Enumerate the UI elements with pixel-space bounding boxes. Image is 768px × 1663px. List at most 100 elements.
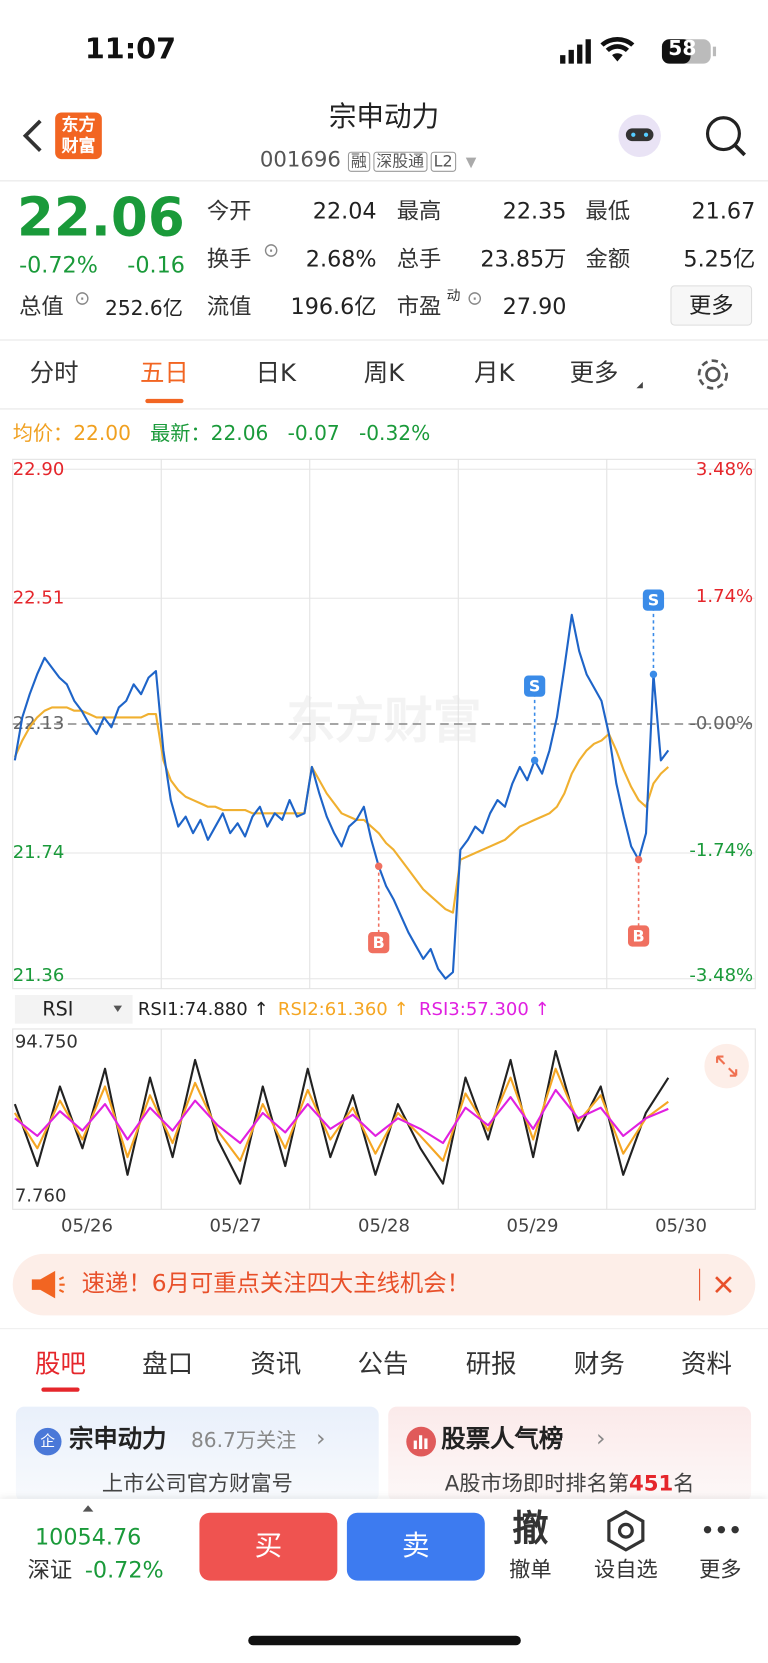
desc-prefix: A股市场即时排名第 <box>444 1470 630 1496</box>
change-pct: -0.72% <box>19 252 98 278</box>
watch-label[interactable]: 设自选 <box>594 1556 658 1582</box>
tag: L2 <box>430 151 456 172</box>
tab-active[interactable]: 五日 <box>140 359 189 388</box>
y-tick-label: 22.13 <box>13 713 65 734</box>
price: 22.06 <box>16 186 185 249</box>
tab[interactable]: 分时 <box>29 359 79 388</box>
card[interactable] <box>15 1406 379 1503</box>
tab[interactable]: 更多 <box>569 359 619 388</box>
signal-badge <box>642 589 665 611</box>
tab[interactable]: 公告 <box>357 1349 409 1380</box>
field-sup: 动 <box>446 288 461 305</box>
signal-label: B <box>373 933 385 952</box>
y2-tick-label: 3.48% <box>696 459 753 480</box>
chart-legend: 均价：22.00 最新：22.06 -0.07 -0.32% <box>13 424 431 444</box>
rsi-frame <box>12 1028 756 1210</box>
latest-price: 22.06 <box>210 422 269 446</box>
watch-icon[interactable] <box>605 1508 647 1553</box>
x-tick-label: 05/29 <box>507 1215 559 1236</box>
tab-active[interactable]: 股吧 <box>35 1349 86 1380</box>
more-button[interactable]: 更多 <box>670 285 753 326</box>
rsi-selector[interactable] <box>14 995 133 1024</box>
megaphone-icon <box>31 1270 65 1299</box>
rsi-line <box>13 1049 670 1185</box>
chevron: › <box>596 1425 606 1453</box>
tab[interactable]: 月K <box>474 359 515 388</box>
x-tick-label: 05/27 <box>210 1215 262 1236</box>
signal-dot <box>374 862 383 870</box>
field-value: 5.25亿 <box>683 246 756 272</box>
field-label: 今开 <box>206 198 252 224</box>
signal-dot <box>649 670 658 679</box>
y2-tick-label: 1.74% <box>696 586 753 607</box>
buy-button[interactable]: 买 <box>199 1512 338 1581</box>
divider <box>0 180 768 182</box>
y-tick-label: 22.51 <box>13 587 65 608</box>
field-value: 22.04 <box>312 198 377 224</box>
dropdown-mark <box>636 381 643 389</box>
home-indicator <box>248 1635 521 1646</box>
latest-change: -0.07 <box>287 422 340 446</box>
close-icon[interactable] <box>713 1274 734 1295</box>
tab[interactable]: 研报 <box>465 1349 517 1380</box>
field-label: 市盈 <box>396 293 442 320</box>
rsi-label: RSI <box>42 997 73 1020</box>
tab[interactable]: 日K <box>255 359 297 388</box>
expand-button[interactable] <box>704 1043 749 1089</box>
tab[interactable]: 资料 <box>681 1349 732 1380</box>
chevron: › <box>316 1425 326 1453</box>
card-title: 宗申动力 <box>68 1425 167 1454</box>
latest-pct: -0.32% <box>358 422 431 446</box>
status-icons <box>560 37 717 64</box>
tab[interactable]: 盘口 <box>142 1349 194 1380</box>
desc-suffix: 名 <box>673 1470 695 1496</box>
info-icon[interactable]: ⊙ <box>263 239 280 263</box>
latest-label: 最新： <box>150 422 211 446</box>
card-desc: A股市场即时排名第451名 <box>445 1472 695 1493</box>
banner-text[interactable]: 速递！6月可重点关注四大主线机会！ <box>81 1270 470 1298</box>
rsi-line <box>14 1088 669 1145</box>
news-banner[interactable] <box>12 1253 756 1316</box>
avg-line <box>13 706 670 914</box>
avg-price: 22.00 <box>73 422 131 446</box>
card-icon <box>406 1426 436 1457</box>
settings-icon[interactable] <box>695 356 731 392</box>
tab-underline <box>145 398 184 404</box>
field-value: 23.85万 <box>480 246 567 272</box>
app-logo[interactable]: 东方 财富 <box>55 112 102 160</box>
tab[interactable]: 资讯 <box>250 1349 302 1380</box>
field-label: 换手 <box>206 246 252 272</box>
rsi-legend: RSI1:74.880 ↑ <box>138 999 269 1020</box>
price-line <box>13 613 670 980</box>
tab[interactable]: 周K <box>363 359 405 388</box>
avg-label: 均价： <box>12 422 74 446</box>
field-value: 196.6亿 <box>290 293 377 320</box>
cancel-label[interactable]: 撤单 <box>509 1556 552 1582</box>
divider <box>0 1328 768 1330</box>
field-value: 27.90 <box>502 293 567 320</box>
signal-badge <box>627 925 650 947</box>
more-icon[interactable] <box>702 1523 740 1536</box>
sell-button[interactable]: 卖 <box>346 1512 485 1581</box>
info-icon[interactable]: ⊙ <box>74 287 91 310</box>
field-value: 21.67 <box>691 198 756 224</box>
tab[interactable]: 财务 <box>573 1349 625 1380</box>
info-icon[interactable]: ⊙ <box>466 287 483 310</box>
header-icons[interactable] <box>615 111 753 162</box>
more-label[interactable]: 更多 <box>699 1556 742 1582</box>
stock-code-row: 001696 融深股通 L2 ▼ <box>259 146 477 172</box>
index-name: 深证 <box>27 1557 73 1583</box>
battery-level: 58 <box>668 37 697 61</box>
back-button[interactable] <box>17 117 49 155</box>
rsi-line <box>13 1067 669 1162</box>
cancel-icon[interactable]: 撤 <box>512 1507 549 1550</box>
rank: 451 <box>629 1470 674 1496</box>
rsi-legend: RSI3:57.300 ↑ <box>419 999 550 1020</box>
separator <box>699 1268 701 1301</box>
card[interactable] <box>388 1406 752 1503</box>
tag: 融 <box>347 151 370 172</box>
x-tick-label: 05/28 <box>358 1215 410 1236</box>
y-tick-label: 22.90 <box>13 459 65 480</box>
signal-label: B <box>633 927 645 946</box>
chart: 东方财富 RSI 05/26 05/27 05/28 05/29 05/30 21.36 2… <box>12 458 756 1236</box>
